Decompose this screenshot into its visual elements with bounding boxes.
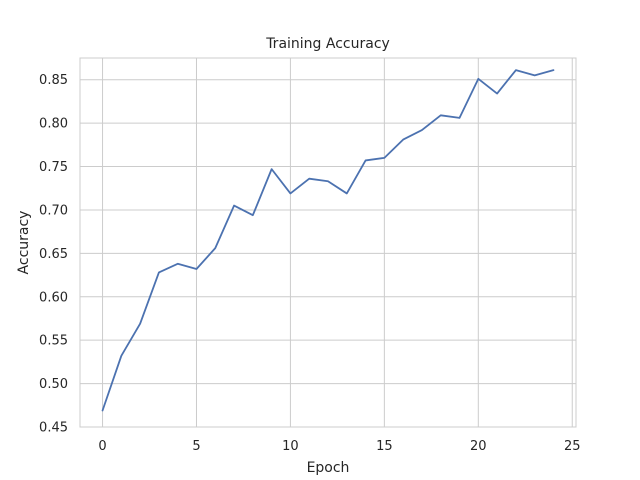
y-tick-label: 0.45 <box>39 421 68 436</box>
x-tick-label: 25 <box>564 439 581 454</box>
y-tick-label: 0.80 <box>39 117 68 132</box>
x-tick-label: 5 <box>192 439 200 454</box>
y-tick-label: 0.55 <box>39 334 68 349</box>
series-layer <box>101 69 555 412</box>
x-tick-label: 20 <box>470 439 487 454</box>
y-axis-label: Accuracy <box>16 211 32 275</box>
chart-title: Training Accuracy <box>265 36 390 52</box>
y-tick-label: 0.85 <box>39 73 68 88</box>
series-line <box>101 69 555 412</box>
y-tick-label: 0.70 <box>39 203 68 218</box>
x-tick-label: 10 <box>282 439 299 454</box>
grid <box>80 58 576 428</box>
plot-area-frame <box>79 57 577 428</box>
y-tick-label: 0.75 <box>39 160 68 175</box>
x-tick-label: 0 <box>98 439 106 454</box>
x-tick-label: 15 <box>376 439 393 454</box>
x-axis-label: Epoch <box>307 460 350 476</box>
y-tick-label: 0.65 <box>39 247 68 262</box>
y-tick-label: 0.60 <box>39 290 68 305</box>
y-tick-label: 0.50 <box>39 377 68 392</box>
y-axis-ticks: 0.45 0.50 0.55 0.60 0.65 0.70 0.75 0.80 0.85 <box>39 73 68 435</box>
x-axis-ticks: 0 5 10 15 20 25 <box>98 439 580 454</box>
